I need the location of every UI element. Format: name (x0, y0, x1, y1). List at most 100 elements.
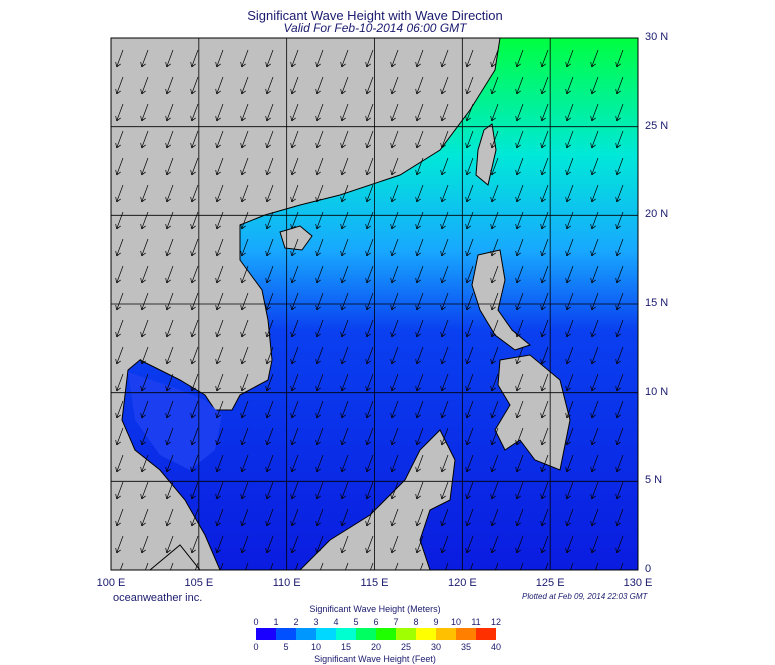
wave-arrow-icon (565, 400, 574, 419)
wave-arrow-icon (115, 535, 124, 554)
wave-arrow-icon (240, 211, 249, 230)
wave-arrow-icon (365, 427, 374, 446)
wave-arrow-icon (240, 535, 249, 554)
wave-arrow-icon (615, 130, 624, 149)
wave-arrow-icon (365, 157, 374, 176)
land-mainland (111, 38, 501, 570)
wave-arrow-icon (315, 184, 324, 203)
wave-arrow-icon (340, 535, 349, 554)
wave-arrow-icon (540, 373, 549, 392)
wave-arrow-icon (290, 427, 299, 446)
wave-arrow-icon (265, 265, 274, 284)
wave-arrow-icon (590, 238, 599, 257)
wave-arrow-icon (615, 535, 624, 554)
land-sumatra (149, 544, 201, 570)
wave-arrow-icon (115, 292, 124, 311)
wave-arrow-icon (390, 481, 399, 500)
lat-label: 20 N (645, 208, 669, 221)
wave-arrow-icon (165, 346, 174, 365)
wave-arrow-icon (190, 103, 199, 122)
wave-arrow-icon (590, 103, 599, 122)
wave-arrow-icon (465, 319, 474, 338)
wave-arrow-icon (440, 157, 449, 176)
lat-label: 0 (645, 563, 652, 575)
wave-arrow-icon (615, 184, 624, 203)
wave-arrow-icon (540, 346, 549, 365)
lat-label: 10 N (645, 385, 669, 398)
legend-feet-tick: 25 (400, 642, 412, 652)
wave-arrow-icon (265, 373, 274, 392)
wave-arrow-icon (615, 427, 624, 446)
wave-arrow-icon (590, 130, 599, 149)
wave-arrow-icon (590, 454, 599, 473)
wave-arrow-icon (540, 454, 549, 473)
wave-arrow-icon (390, 535, 399, 554)
wave-arrow-icon (515, 211, 524, 230)
wave-arrow-icon (565, 76, 574, 95)
map-frame (110, 37, 639, 571)
wave-arrow-icon (540, 157, 549, 176)
wave-arrow-icon (590, 481, 599, 500)
legend-meter-tick: 1 (273, 617, 279, 627)
wave-arrow-icon (365, 346, 374, 365)
wave-arrow-icon (145, 562, 149, 570)
wave-arrow-icon (490, 481, 499, 500)
wave-arrow-icon (440, 400, 449, 419)
wave-arrow-icon (315, 400, 324, 419)
wave-direction-arrows (115, 49, 624, 570)
wave-arrow-icon (340, 103, 349, 122)
wave-arrow-icon (265, 400, 274, 419)
wave-arrow-icon (290, 319, 299, 338)
wave-arrow-icon (315, 292, 324, 311)
wave-arrow-icon (115, 508, 124, 527)
wave-arrow-icon (340, 157, 349, 176)
wave-arrow-icon (565, 508, 574, 527)
wave-arrow-icon (390, 508, 399, 527)
wave-arrow-icon (440, 319, 449, 338)
wave-arrow-icon (240, 346, 249, 365)
wave-arrow-icon (565, 481, 574, 500)
wave-arrow-icon (565, 130, 574, 149)
wave-arrow-icon (190, 481, 199, 500)
wave-arrow-icon (540, 508, 549, 527)
wave-arrow-icon (565, 535, 574, 554)
lon-label: 100 E (96, 577, 126, 589)
legend-meter-tick: 9 (433, 617, 439, 627)
wave-arrow-icon (215, 400, 224, 419)
wave-arrow-icon (315, 427, 324, 446)
wave-arrow-icon (290, 454, 299, 473)
wave-arrow-icon (390, 373, 399, 392)
wave-arrow-icon (140, 49, 149, 68)
wave-arrow-icon (490, 265, 499, 284)
wave-arrow-icon (315, 157, 324, 176)
wave-arrow-icon (115, 400, 124, 419)
legend-meter-tick: 7 (393, 617, 399, 627)
wave-arrow-icon (315, 103, 324, 122)
wave-arrow-icon (540, 481, 549, 500)
wave-arrow-icon (165, 130, 174, 149)
wave-arrow-icon (615, 373, 624, 392)
legend-meters-title: Significant Wave Height (Meters) (309, 604, 441, 614)
wave-arrow-icon (490, 346, 499, 365)
wave-arrow-icon (390, 76, 399, 95)
wave-arrow-icon (440, 184, 449, 203)
wave-arrow-icon (190, 319, 199, 338)
wave-arrow-icon (615, 346, 624, 365)
wave-arrow-icon (440, 49, 449, 68)
wave-arrow-icon (590, 427, 599, 446)
wave-arrow-icon (515, 76, 524, 95)
wave-arrow-icon (120, 562, 124, 570)
wave-arrow-icon (615, 292, 624, 311)
wave-arrow-icon (615, 157, 624, 176)
wave-arrow-icon (265, 238, 274, 257)
wave-arrow-icon (240, 103, 249, 122)
wave-arrow-icon (340, 400, 349, 419)
wave-arrow-icon (540, 319, 549, 338)
wave-arrow-icon (195, 562, 199, 570)
lon-label: 115 E (360, 577, 389, 589)
wave-arrow-icon (215, 535, 224, 554)
wave-arrow-icon (440, 535, 449, 554)
wave-arrow-icon (540, 292, 549, 311)
wave-arrow-icon (415, 292, 424, 311)
wave-arrow-icon (245, 562, 249, 570)
